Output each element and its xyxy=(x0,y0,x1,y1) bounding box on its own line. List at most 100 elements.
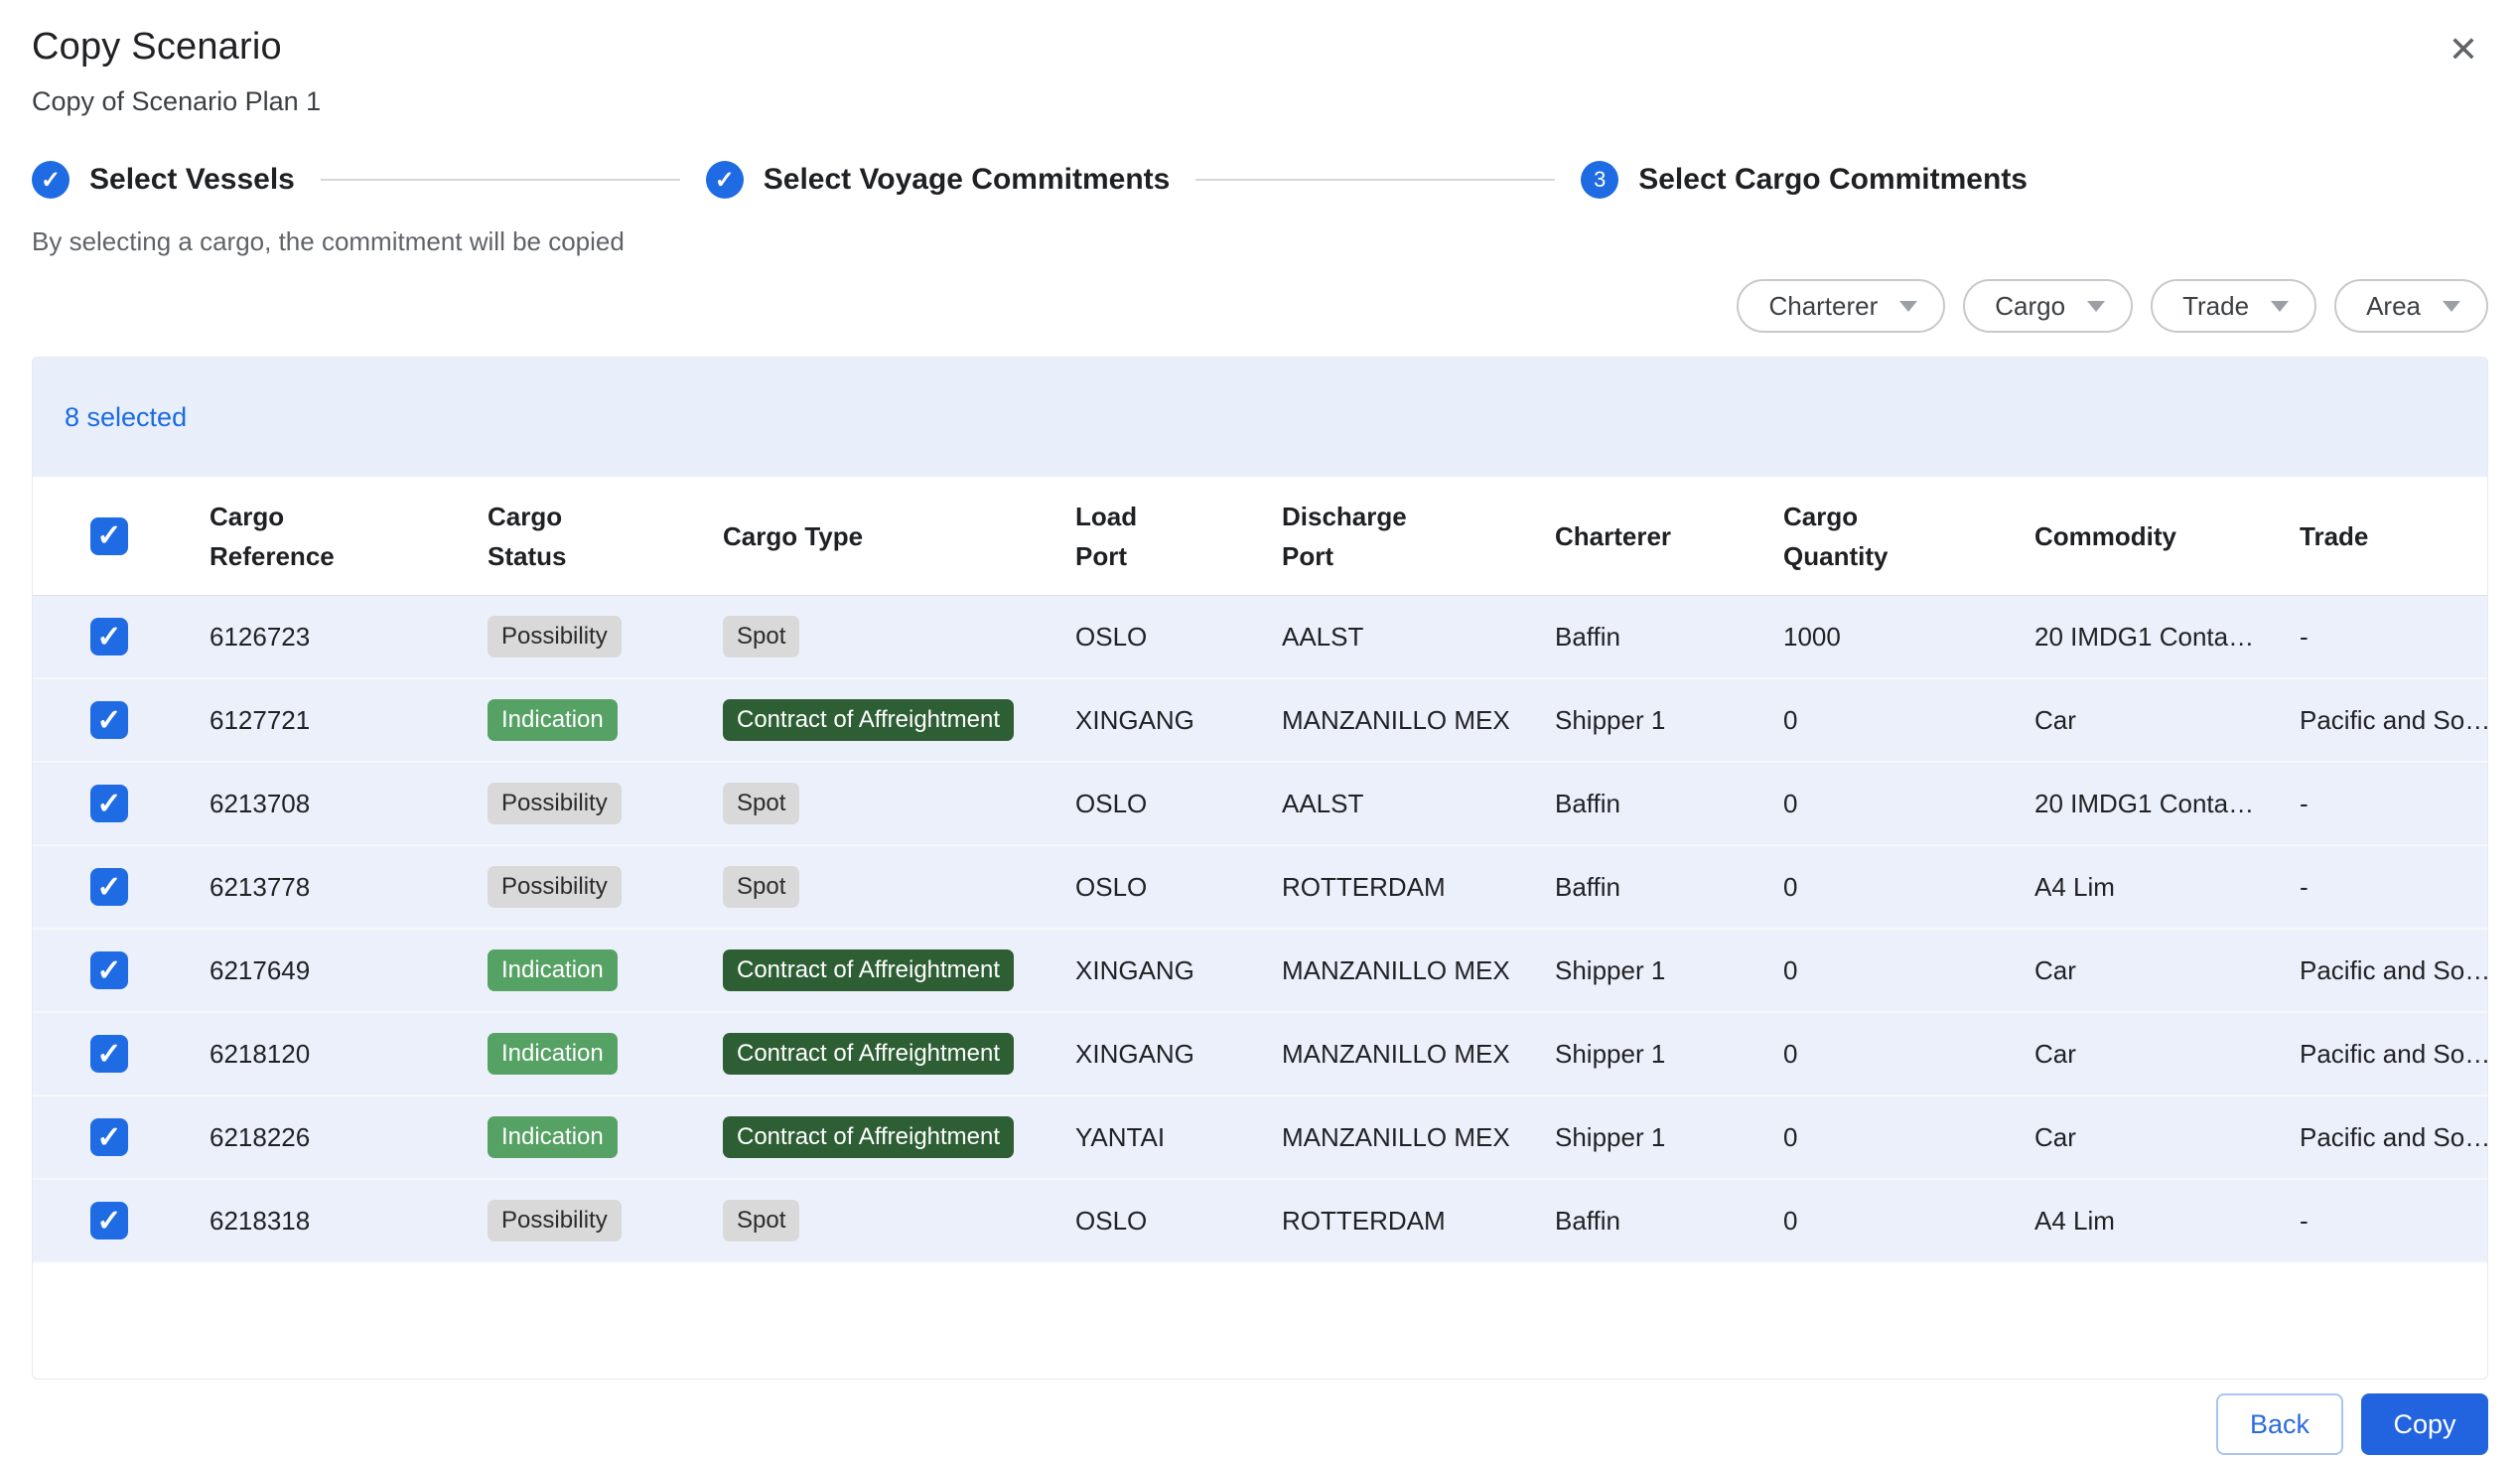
row-checkbox[interactable]: ✓ xyxy=(90,785,128,822)
status-badge: Possibility xyxy=(488,783,622,825)
title-block: Copy Scenario Copy of Scenario Plan 1 xyxy=(32,26,321,117)
cell-cargo-quantity: 0 xyxy=(1783,705,2034,736)
row-checkbox[interactable]: ✓ xyxy=(90,868,128,906)
cell-charterer: Shipper 1 xyxy=(1555,1122,1783,1153)
cell-commodity: 20 IMDG1 Conta… xyxy=(2034,622,2300,653)
dialog-header: Copy Scenario Copy of Scenario Plan 1 ✕ xyxy=(32,26,2488,117)
col-header-cargo-reference: Cargo Reference xyxy=(210,497,488,576)
cell-discharge-port: MANZANILLO MEX xyxy=(1282,1122,1555,1153)
cell-cargo-status: Possibility xyxy=(488,616,723,658)
table-row[interactable]: ✓ 6218318 Possibility Spot OSLO ROTTERDA… xyxy=(33,1180,2487,1263)
step3-label: Select Cargo Commitments xyxy=(1638,163,2028,197)
cell-cargo-status: Possibility xyxy=(488,783,723,825)
step-select-voyage-commitments[interactable]: ✓ Select Voyage Commitments xyxy=(706,161,1171,199)
col-header-charterer: Charterer xyxy=(1555,516,1783,556)
cell-load-port: XINGANG xyxy=(1075,705,1282,736)
selection-hint-text: By selecting a cargo, the commitment wil… xyxy=(32,226,2488,257)
row-checkbox[interactable]: ✓ xyxy=(90,701,128,739)
table-row[interactable]: ✓ 6126723 Possibility Spot OSLO AALST Ba… xyxy=(33,596,2487,679)
cell-trade: Pacific and So… xyxy=(2300,1039,2487,1070)
step-select-vessels[interactable]: ✓ Select Vessels xyxy=(32,161,295,199)
cell-discharge-port: MANZANILLO MEX xyxy=(1282,1039,1555,1070)
cell-cargo-reference: 6217649 xyxy=(210,955,488,986)
back-button[interactable]: Back xyxy=(2216,1393,2343,1455)
cell-charterer: Shipper 1 xyxy=(1555,955,1783,986)
table-header-row: ✓ Cargo Reference Cargo Status Cargo Typ… xyxy=(33,477,2487,596)
status-badge: Indication xyxy=(488,1116,618,1159)
table-row[interactable]: ✓ 6127721 Indication Contract of Affreig… xyxy=(33,679,2487,763)
cell-cargo-type: Contract of Affreightment xyxy=(723,1033,1075,1076)
table-row[interactable]: ✓ 6218226 Indication Contract of Affreig… xyxy=(33,1096,2487,1180)
cell-commodity: Car xyxy=(2034,955,2300,986)
cell-trade: Pacific and So… xyxy=(2300,1122,2487,1153)
copy-button[interactable]: Copy xyxy=(2361,1393,2488,1455)
row-checkbox[interactable]: ✓ xyxy=(90,1202,128,1239)
cell-commodity: 20 IMDG1 Conta… xyxy=(2034,789,2300,819)
cell-load-port: OSLO xyxy=(1075,789,1282,819)
cell-cargo-quantity: 0 xyxy=(1783,1039,2034,1070)
chevron-down-icon xyxy=(2271,301,2289,312)
step-select-cargo-commitments[interactable]: 3 Select Cargo Commitments xyxy=(1581,161,2028,199)
stepper: ✓ Select Vessels ✓ Select Voyage Commitm… xyxy=(32,161,2028,199)
cell-discharge-port: MANZANILLO MEX xyxy=(1282,955,1555,986)
step2-label: Select Voyage Commitments xyxy=(764,163,1171,197)
col-header-discharge-port: Discharge Port xyxy=(1282,497,1555,576)
table-row[interactable]: ✓ 6217649 Indication Contract of Affreig… xyxy=(33,930,2487,1013)
cell-cargo-reference: 6218318 xyxy=(210,1206,488,1237)
cell-cargo-type: Spot xyxy=(723,866,1075,909)
row-checkbox[interactable]: ✓ xyxy=(90,1035,128,1073)
status-badge: Indication xyxy=(488,949,618,992)
col-header-cargo-status: Cargo Status xyxy=(488,497,723,576)
cell-commodity: A4 Lim xyxy=(2034,1206,2300,1237)
cell-load-port: YANTAI xyxy=(1075,1122,1282,1153)
row-checkbox[interactable]: ✓ xyxy=(90,951,128,989)
cargo-type-badge: Contract of Affreightment xyxy=(723,1116,1014,1159)
filter-trade-dropdown[interactable]: Trade xyxy=(2151,279,2316,333)
cell-cargo-quantity: 0 xyxy=(1783,1206,2034,1237)
chevron-down-icon xyxy=(1899,301,1917,312)
cell-charterer: Baffin xyxy=(1555,622,1783,653)
table-row[interactable]: ✓ 6213778 Possibility Spot OSLO ROTTERDA… xyxy=(33,846,2487,930)
table-body: ✓ 6126723 Possibility Spot OSLO AALST Ba… xyxy=(33,596,2487,1263)
cell-trade: Pacific and So… xyxy=(2300,955,2487,986)
cell-cargo-quantity: 0 xyxy=(1783,789,2034,819)
cell-cargo-status: Possibility xyxy=(488,866,723,909)
close-icon[interactable]: ✕ xyxy=(2439,26,2488,73)
cargo-type-badge: Spot xyxy=(723,783,799,825)
selected-count: 8 selected xyxy=(65,402,187,433)
col-header-cargo-type: Cargo Type xyxy=(723,516,1075,556)
cell-discharge-port: ROTTERDAM xyxy=(1282,1206,1555,1237)
table-row[interactable]: ✓ 6213708 Possibility Spot OSLO AALST Ba… xyxy=(33,763,2487,846)
filter-charterer-dropdown[interactable]: Charterer xyxy=(1737,279,1945,333)
cell-commodity: Car xyxy=(2034,1122,2300,1153)
filter-cargo-dropdown[interactable]: Cargo xyxy=(1963,279,2133,333)
table-row[interactable]: ✓ 6218120 Indication Contract of Affreig… xyxy=(33,1013,2487,1096)
status-badge: Indication xyxy=(488,699,618,742)
cell-trade: - xyxy=(2300,872,2487,903)
status-badge: Possibility xyxy=(488,866,622,909)
col-header-cargo-quantity: Cargo Quantity xyxy=(1783,497,2034,576)
status-badge: Indication xyxy=(488,1033,618,1076)
select-all-checkbox[interactable]: ✓ xyxy=(90,517,128,555)
cell-cargo-quantity: 0 xyxy=(1783,955,2034,986)
cell-cargo-status: Indication xyxy=(488,1116,723,1159)
row-checkbox[interactable]: ✓ xyxy=(90,1118,128,1156)
cell-charterer: Baffin xyxy=(1555,872,1783,903)
row-checkbox[interactable]: ✓ xyxy=(90,618,128,656)
cell-discharge-port: ROTTERDAM xyxy=(1282,872,1555,903)
cargo-type-badge: Contract of Affreightment xyxy=(723,1033,1014,1076)
cell-discharge-port: AALST xyxy=(1282,789,1555,819)
cell-charterer: Shipper 1 xyxy=(1555,1039,1783,1070)
cell-load-port: OSLO xyxy=(1075,622,1282,653)
filter-area-dropdown[interactable]: Area xyxy=(2334,279,2488,333)
cell-cargo-reference: 6213708 xyxy=(210,789,488,819)
cell-cargo-reference: 6126723 xyxy=(210,622,488,653)
cell-cargo-quantity: 0 xyxy=(1783,1122,2034,1153)
col-header-trade: Trade xyxy=(2300,516,2487,556)
cell-commodity: A4 Lim xyxy=(2034,872,2300,903)
cell-cargo-type: Contract of Affreightment xyxy=(723,1116,1075,1159)
cell-commodity: Car xyxy=(2034,1039,2300,1070)
selection-bar: 8 selected xyxy=(33,358,2487,477)
cell-cargo-type: Spot xyxy=(723,1200,1075,1242)
cell-trade: - xyxy=(2300,1206,2487,1237)
